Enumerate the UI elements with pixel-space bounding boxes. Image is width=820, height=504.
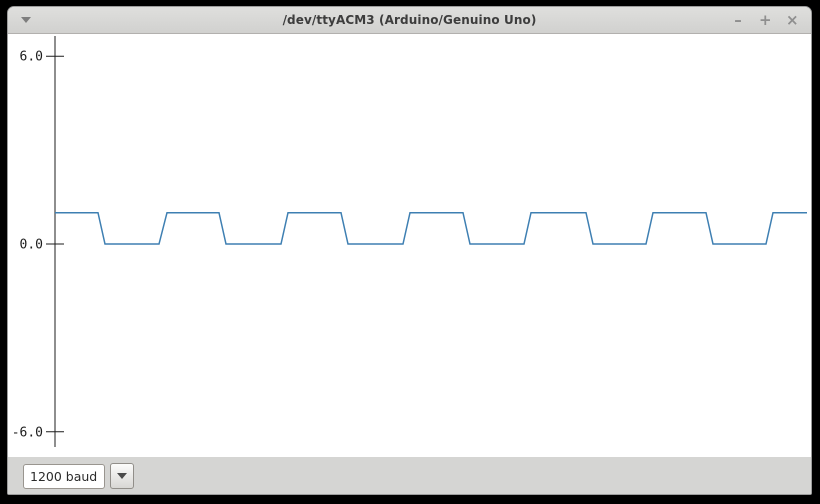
waveform-chart: 6.0 0.0 -6.0 bbox=[12, 36, 807, 447]
serial-plotter-window: /dev/ttyACM3 (Arduino/Genuino Uno) – + ×… bbox=[7, 6, 812, 495]
baud-rate-combobox[interactable]: 1200 baud bbox=[23, 463, 134, 489]
y-tick-label: -6.0 bbox=[12, 425, 43, 440]
window-controls: – + × bbox=[732, 7, 798, 33]
y-tick-label: 6.0 bbox=[20, 50, 43, 65]
baud-rate-value[interactable]: 1200 baud bbox=[23, 463, 105, 489]
baud-dropdown-button[interactable] bbox=[110, 463, 134, 489]
signal-line bbox=[55, 211, 807, 245]
close-button[interactable]: × bbox=[786, 10, 799, 29]
y-tick-label: 0.0 bbox=[20, 238, 43, 253]
titlebar[interactable]: /dev/ttyACM3 (Arduino/Genuino Uno) – + × bbox=[8, 7, 811, 34]
minimize-button[interactable]: – bbox=[734, 10, 742, 29]
maximize-button[interactable]: + bbox=[759, 10, 772, 29]
window-menu-icon[interactable] bbox=[21, 17, 31, 23]
window-title: /dev/ttyACM3 (Arduino/Genuino Uno) bbox=[282, 13, 537, 27]
chevron-down-icon bbox=[117, 473, 127, 479]
plot-area: 6.0 0.0 -6.0 bbox=[8, 34, 811, 457]
toolbar: 1200 baud bbox=[8, 457, 811, 494]
